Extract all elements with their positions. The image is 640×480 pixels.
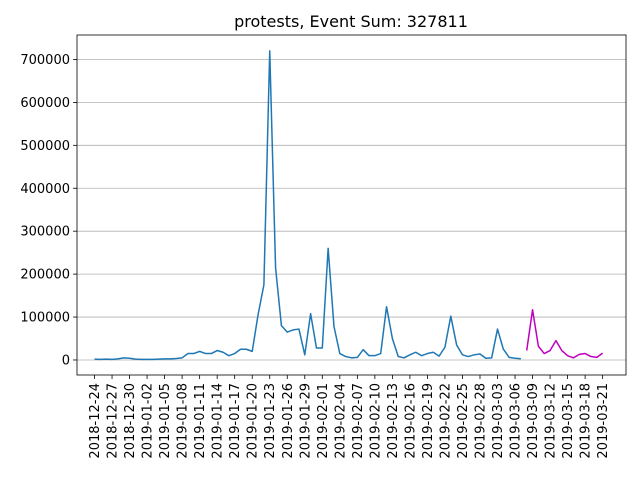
x-tick-label: 2019-01-17 <box>228 383 243 459</box>
x-tick-label: 2019-01-02 <box>141 383 156 459</box>
x-tick-label: 2019-01-23 <box>263 383 278 459</box>
x-tick-label: 2019-02-19 <box>421 383 436 459</box>
y-tick-label: 400000 <box>20 182 70 197</box>
x-tick-label: 2019-03-06 <box>509 383 524 459</box>
x-tick-label: 2019-03-12 <box>544 383 559 459</box>
x-tick-label: 2019-02-07 <box>351 383 366 459</box>
y-tick-label: 700000 <box>20 53 70 68</box>
x-tick-label: 2019-02-16 <box>403 383 418 459</box>
x-tick-label: 2019-01-14 <box>211 383 226 459</box>
x-tick-label: 2019-01-08 <box>176 383 191 459</box>
y-tick-label: 200000 <box>20 268 70 283</box>
x-tick-label: 2019-01-29 <box>298 383 313 459</box>
x-tick-label: 2018-12-27 <box>106 383 121 459</box>
x-tick-label: 2019-01-05 <box>158 383 173 459</box>
x-tick-label: 2019-02-22 <box>438 383 453 459</box>
x-tick-label: 2019-02-28 <box>473 383 488 459</box>
y-tick-label: 0 <box>62 353 70 368</box>
y-axis: 0 100000 200000 300000 400000 500000 600000 700… <box>20 53 77 368</box>
x-axis: 2018-12-24 2018-12-27 2018-12-30 2019-01-02… <box>88 375 611 459</box>
x-tick-label: 2019-01-20 <box>246 383 261 459</box>
x-tick-label: 2019-03-18 <box>579 383 594 459</box>
x-tick-label: 2018-12-24 <box>88 383 103 459</box>
x-tick-label: 2019-01-26 <box>281 383 296 459</box>
chart-title: protests, Event Sum: 327811 <box>234 12 468 31</box>
y-tick-label: 300000 <box>20 225 70 240</box>
x-tick-label: 2019-02-10 <box>368 383 383 459</box>
x-tick-label: 2019-02-25 <box>456 383 471 459</box>
x-tick-label: 2019-01-11 <box>193 383 208 459</box>
plot-frame <box>76 34 627 376</box>
x-tick-label: 2019-03-09 <box>526 383 541 459</box>
x-tick-label: 2019-02-13 <box>386 383 401 459</box>
x-tick-label: 2019-03-15 <box>561 383 576 459</box>
x-tick-label: 2019-03-03 <box>491 383 506 459</box>
x-tick-label: 2018-12-30 <box>123 383 138 459</box>
y-tick-label: 500000 <box>20 139 70 154</box>
series-line-2 <box>525 309 604 359</box>
x-tick-label: 2019-03-21 <box>596 383 611 459</box>
y-tick-label: 100000 <box>20 311 70 326</box>
y-tick-label: 600000 <box>20 96 70 111</box>
x-tick-label: 2019-02-04 <box>333 383 348 459</box>
grid-layer <box>77 59 626 361</box>
series-layer <box>94 50 604 361</box>
x-tick-label: 2019-02-01 <box>316 383 331 459</box>
series-line-1 <box>94 50 521 361</box>
